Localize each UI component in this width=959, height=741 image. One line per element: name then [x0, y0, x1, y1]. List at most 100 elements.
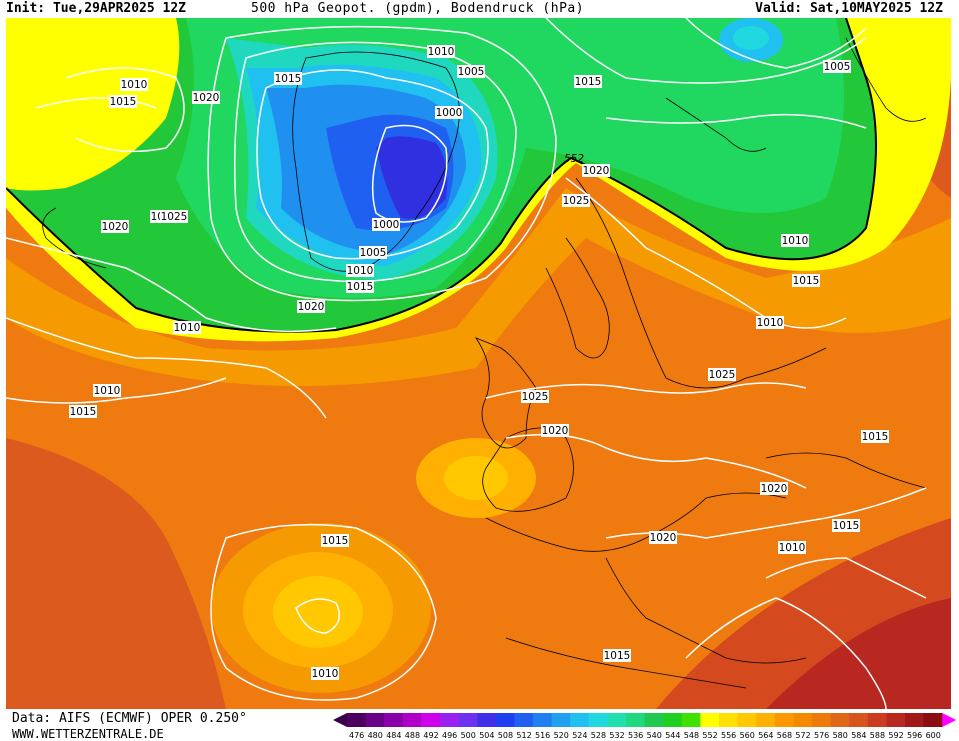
legend-swatch [663, 713, 683, 727]
legend-value: 504 [479, 731, 494, 740]
legend-swatch [700, 713, 720, 727]
svg-text:1015: 1015 [575, 76, 602, 88]
legend-value: 592 [888, 731, 903, 740]
svg-text:1010: 1010 [347, 265, 374, 277]
pressure-label: 1015 [832, 519, 860, 532]
pressure-label: 1010 [781, 234, 809, 247]
svg-text:1025: 1025 [563, 195, 590, 207]
svg-text:1000: 1000 [436, 107, 463, 119]
legend-swatch [570, 713, 590, 727]
svg-text:1020: 1020 [542, 425, 569, 437]
svg-text:1015: 1015 [322, 535, 349, 547]
legend-swatch [793, 713, 813, 727]
pressure-label: 1015 [603, 649, 631, 662]
svg-text:1015: 1015 [275, 73, 302, 85]
legend-arrow-right [942, 713, 957, 727]
legend-value: 568 [777, 731, 792, 740]
svg-text:1010: 1010 [312, 668, 339, 680]
contour-552 [6, 18, 877, 333]
weather-map: 1010 1015 1020 1010 1005 1015 1015 1020 … [6, 18, 951, 709]
init-time: Init: Tue,29APR2025 12Z [6, 1, 187, 16]
pressure-label: 1010 [120, 78, 148, 91]
pressure-label: 1025 [562, 194, 590, 207]
svg-text:1010: 1010 [121, 79, 148, 91]
pressure-label: 1005 [457, 65, 485, 78]
legend-swatch [626, 713, 646, 727]
legend-swatch [923, 713, 943, 727]
svg-text:1025: 1025 [522, 391, 549, 403]
legend-swatch [477, 713, 497, 727]
svg-text:1010: 1010 [428, 46, 455, 58]
svg-text:1020: 1020 [650, 532, 677, 544]
legend-value: 512 [516, 731, 531, 740]
legend-value: 508 [498, 731, 513, 740]
svg-text:1020: 1020 [761, 483, 788, 495]
legend-swatch [737, 713, 757, 727]
pressure-label: 1015 [69, 405, 97, 418]
svg-text:1015: 1015 [110, 96, 137, 108]
pressure-label: 1015 [861, 430, 889, 443]
legend-value: 584 [851, 731, 866, 740]
legend-swatch [867, 713, 887, 727]
legend-swatch [551, 713, 571, 727]
legend-swatch [458, 713, 478, 727]
legend-value: 476 [349, 731, 364, 740]
svg-text:1020: 1020 [583, 165, 610, 177]
legend-value: 536 [628, 731, 643, 740]
isobars [6, 18, 927, 709]
legend-swatch [440, 713, 460, 727]
legend-swatch [849, 713, 869, 727]
legend-value: 572 [795, 731, 810, 740]
legend-value: 600 [926, 731, 941, 740]
svg-text:1010: 1010 [779, 542, 806, 554]
pressure-label: 1015 [574, 75, 602, 88]
legend-value: 596 [907, 731, 922, 740]
legend-swatch [774, 713, 794, 727]
pressure-label: 1020 [541, 424, 569, 437]
legend-swatch [421, 713, 441, 727]
svg-text:1020: 1020 [193, 92, 220, 104]
legend-value: 532 [609, 731, 624, 740]
legend-arrow-left [333, 713, 347, 727]
pressure-label: 1010 [173, 321, 201, 334]
legend-swatch [905, 713, 925, 727]
pressure-label: 1005 [359, 246, 387, 259]
pressure-label: 1020 [101, 220, 129, 233]
svg-text:1010: 1010 [174, 322, 201, 334]
pressure-label: 1010 [346, 264, 374, 277]
svg-text:1015: 1015 [604, 650, 631, 662]
legend-value: 588 [870, 731, 885, 740]
pressure-label: 1010 [311, 667, 339, 680]
legend-value: 552 [702, 731, 717, 740]
svg-text:552: 552 [564, 153, 584, 165]
pressure-label: 1015 [109, 95, 137, 108]
map-title: 500 hPa Geopot. (gpdm), Bodendruck (hPa) [251, 1, 585, 16]
legend-swatch [719, 713, 739, 727]
pressure-label: 1015 [274, 72, 302, 85]
svg-text:1005: 1005 [824, 61, 851, 73]
header-bar: Init: Tue,29APR2025 12Z 500 hPa Geopot. … [0, 0, 959, 18]
legend-value: 484 [386, 731, 401, 740]
pressure-label: 1020 [297, 300, 325, 313]
legend-value: 564 [758, 731, 773, 740]
map-canvas: 1010 1015 1020 1010 1005 1015 1015 1020 … [6, 18, 951, 709]
svg-text:1020: 1020 [102, 221, 129, 233]
svg-text:1015: 1015 [793, 275, 820, 287]
legend-swatch [365, 713, 385, 727]
pressure-label: 1000 [435, 106, 463, 119]
pressure-label: 552 [564, 153, 584, 165]
pressure-label: 1005 [823, 60, 851, 73]
pressure-label: 1020 [582, 164, 610, 177]
field-564-iberia [444, 456, 508, 500]
website-credit: WWW.WETTERZENTRALE.DE [12, 727, 164, 741]
field-572 [6, 188, 951, 386]
pressure-label: 1025 [521, 390, 549, 403]
legend-swatch [607, 713, 627, 727]
pressure-label: 1020 [760, 482, 788, 495]
pressure-label: 1010 [427, 45, 455, 58]
legend-swatch [756, 713, 776, 727]
field-528-north [733, 26, 769, 50]
svg-text:1005: 1005 [360, 247, 387, 259]
legend-swatch [514, 713, 534, 727]
pressure-label: 1010 [93, 384, 121, 397]
